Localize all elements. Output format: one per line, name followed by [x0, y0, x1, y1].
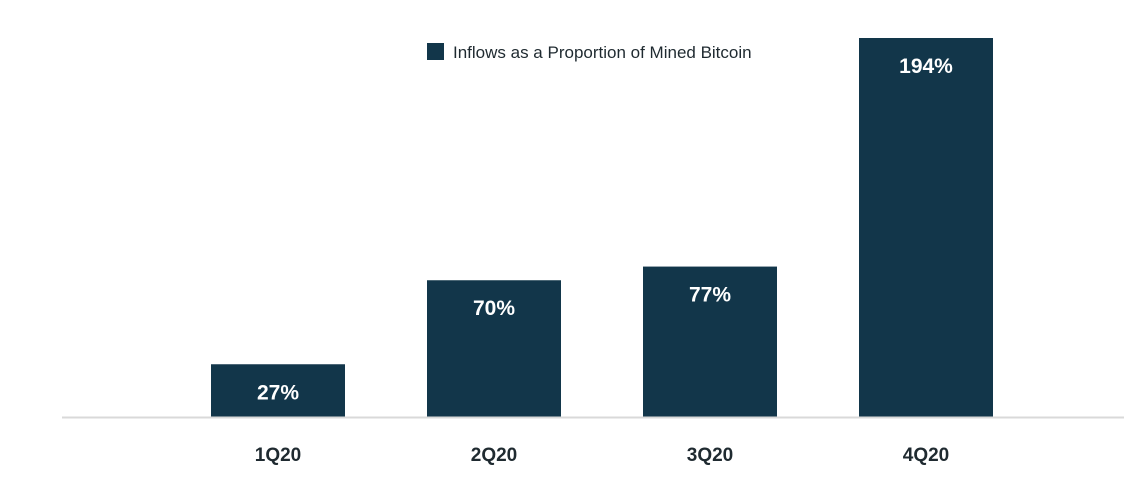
x-tick-label: 4Q20 [903, 445, 949, 466]
bar-value-label: 70% [473, 297, 515, 320]
bars [211, 38, 993, 417]
x-tick-label: 2Q20 [471, 445, 517, 466]
bar-4q20 [859, 38, 993, 417]
legend: Inflows as a Proportion of Mined Bitcoin [427, 43, 752, 62]
bar-value-label: 27% [257, 381, 299, 404]
bar-value-label: 77% [689, 284, 731, 307]
bar-labels: 27% 70% 77% 194% [257, 55, 953, 404]
legend-swatch [427, 43, 444, 60]
bar-2q20 [427, 280, 561, 417]
bar-1q20 [211, 364, 345, 417]
x-tick-label: 1Q20 [255, 445, 301, 466]
legend-label: Inflows as a Proportion of Mined Bitcoin [453, 43, 752, 62]
bar-value-label: 194% [899, 55, 953, 78]
x-tick-label: 3Q20 [687, 445, 733, 466]
bar-3q20 [643, 266, 777, 417]
x-axis-tick-labels: 1Q20 2Q20 3Q20 4Q20 [255, 445, 949, 466]
